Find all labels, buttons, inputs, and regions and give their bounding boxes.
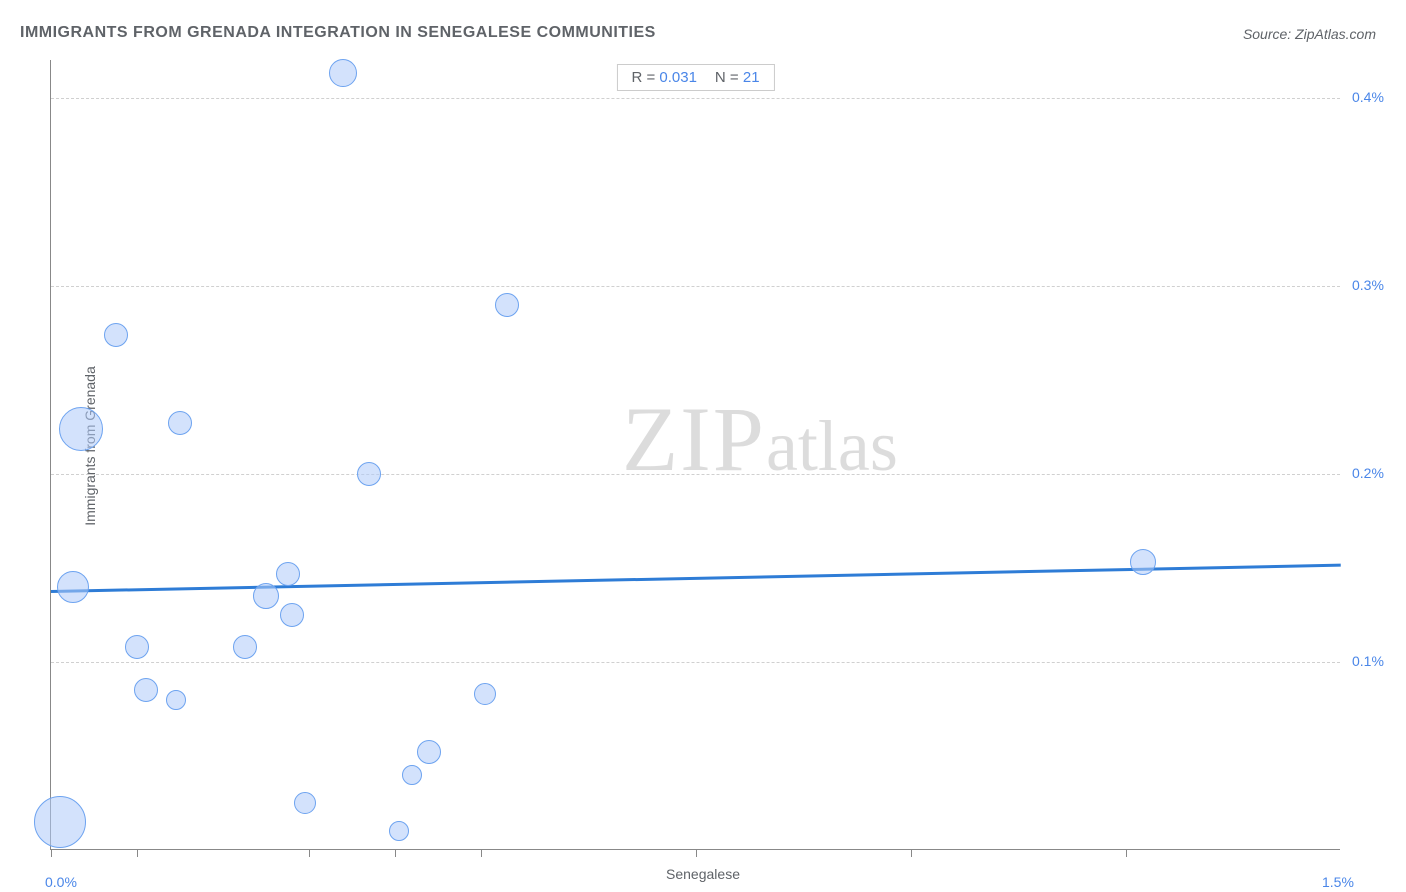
data-point	[329, 59, 357, 87]
data-point	[59, 407, 103, 451]
data-point	[57, 571, 89, 603]
data-point	[125, 635, 149, 659]
x-tick	[481, 849, 482, 857]
data-point	[168, 411, 192, 435]
x-tick	[395, 849, 396, 857]
y-tick-label: 0.3%	[1352, 277, 1384, 293]
y-tick-label: 0.2%	[1352, 465, 1384, 481]
x-axis-max: 1.5%	[1322, 874, 1354, 890]
x-tick	[51, 849, 52, 857]
data-point	[134, 678, 158, 702]
chart-title: IMMIGRANTS FROM GRENADA INTEGRATION IN S…	[20, 24, 656, 42]
gridline	[51, 286, 1340, 287]
data-point	[280, 603, 304, 627]
data-point	[417, 740, 441, 764]
data-point	[389, 821, 409, 841]
data-point	[253, 583, 279, 609]
data-point	[276, 562, 300, 586]
plot-area	[51, 60, 1340, 849]
scatter-plot: ZIPatlas R = 0.031 N = 21	[50, 60, 1340, 850]
y-tick-label: 0.1%	[1352, 653, 1384, 669]
data-point	[34, 796, 86, 848]
x-tick	[137, 849, 138, 857]
data-point	[474, 683, 496, 705]
source-label: Source: ZipAtlas.com	[1243, 26, 1376, 42]
x-axis-min: 0.0%	[45, 874, 77, 890]
x-axis-label: Senegalese	[666, 866, 740, 882]
x-tick	[696, 849, 697, 857]
data-point	[166, 690, 186, 710]
data-point	[104, 323, 128, 347]
data-point	[495, 293, 519, 317]
data-point	[357, 462, 381, 486]
gridline	[51, 98, 1340, 99]
data-point	[1130, 549, 1156, 575]
x-tick	[309, 849, 310, 857]
y-tick-label: 0.4%	[1352, 89, 1384, 105]
gridline	[51, 662, 1340, 663]
x-tick	[1126, 849, 1127, 857]
x-tick	[911, 849, 912, 857]
data-point	[233, 635, 257, 659]
data-point	[294, 792, 316, 814]
data-point	[402, 765, 422, 785]
gridline	[51, 474, 1340, 475]
